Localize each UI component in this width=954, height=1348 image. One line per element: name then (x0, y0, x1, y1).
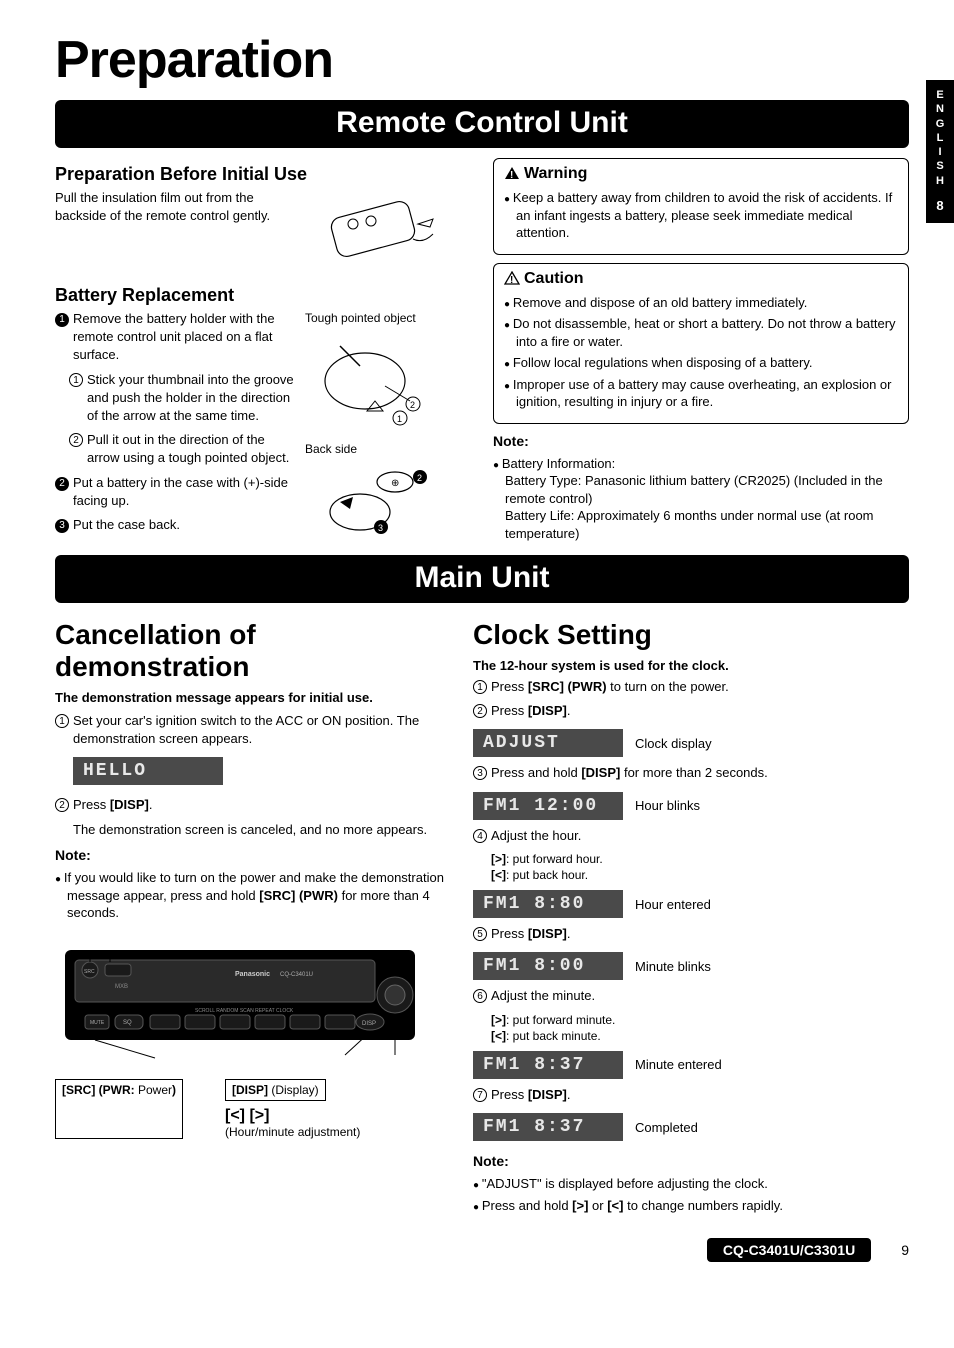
clock-fwd-hour: [>]: put forward hour. (473, 851, 909, 867)
svg-text:SQ: SQ (123, 1020, 132, 1026)
language-letters: ENGLISH (926, 88, 954, 188)
lcd-800: FM1 8:00 (473, 952, 623, 980)
svg-text:MUTE: MUTE (90, 1020, 105, 1026)
cancel-lead: The demonstration message appears for in… (55, 689, 455, 707)
label-hour-blinks: Hour blinks (635, 798, 700, 813)
clock-step-2: 2Press [DISP]. (473, 702, 909, 720)
remote-illustration (281, 189, 475, 279)
battery-step-1: 1Remove the battery holder with the remo… (55, 310, 295, 365)
lcd-hello: HELLO (73, 757, 223, 785)
callout-arrows-sub: (Hour/minute adjustment) (225, 1125, 360, 1139)
clock-lead: The 12-hour system is used for the clock… (473, 657, 909, 675)
clock-back-min: [<]: put back minute. (473, 1028, 909, 1044)
clock-step-1: 1Press [SRC] (PWR) to turn on the power. (473, 678, 909, 696)
label-tough-object: Tough pointed object (305, 310, 475, 326)
svg-text:2: 2 (410, 400, 415, 410)
callout-src: [SRC] (PWR: Power) (55, 1079, 183, 1139)
callout-arrows: [<] [>] (225, 1107, 360, 1125)
section-band-remote: Remote Control Unit (55, 100, 909, 148)
svg-text:SCROLL RANDOM SCAN REP: SCROLL RANDOM SCAN REPEAT CLOCK (195, 1008, 294, 1014)
clock-step-4: 4Adjust the hour. (473, 827, 909, 845)
svg-text:1: 1 (397, 414, 402, 424)
clock-note-heading: Note: (473, 1152, 909, 1171)
caution-item: Follow local regulations when disposing … (504, 354, 898, 372)
battery-step-1a: 1Stick your thumbnail into the groove an… (55, 371, 295, 426)
label-minute-blinks: Minute blinks (635, 959, 711, 974)
cancel-heading: Cancellation of demonstration (55, 619, 455, 683)
caution-title: ! Caution (504, 270, 898, 290)
cancel-note-text: If you would like to turn on the power a… (55, 869, 455, 922)
prep-text: Pull the insulation film out from the ba… (55, 189, 275, 279)
clock-step-6: 6Adjust the minute. (473, 987, 909, 1005)
clock-fwd-min: [>]: put forward minute. (473, 1012, 909, 1028)
cancel-step-2-text: The demonstration screen is canceled, an… (55, 821, 455, 839)
clock-note-1: "ADJUST" is displayed before adjusting t… (473, 1175, 909, 1193)
cancel-step-1: 1Set your car's ignition switch to the A… (55, 712, 455, 748)
label-hour-entered: Hour entered (635, 897, 711, 912)
cancel-step-2: 2Press [DISP]. (55, 796, 455, 814)
lcd-837b: FM1 8:37 (473, 1113, 623, 1141)
clock-step-3: 3Press and hold [DISP] for more than 2 s… (473, 764, 909, 782)
battery-step-3: 3Put the case back. (55, 516, 295, 534)
battery-step-2: 2Put a battery in the case with (+)-side… (55, 474, 295, 510)
language-tab: ENGLISH 8 (926, 80, 954, 223)
model-number: CQ-C3401U/C3301U (707, 1238, 871, 1262)
lcd-adjust: ADJUST (473, 729, 623, 757)
svg-text:!: ! (510, 170, 513, 180)
caution-icon: ! (504, 271, 520, 290)
svg-text:SRC: SRC (84, 969, 95, 975)
caution-item: Do not disassemble, heat or short a batt… (504, 315, 898, 350)
svg-text:2: 2 (417, 473, 422, 483)
caution-item: Improper use of a battery may cause over… (504, 376, 898, 411)
unit-brand-text: Panasonic (235, 971, 270, 978)
clock-back-hour: [<]: put back hour. (473, 867, 909, 883)
page-number: 9 (901, 1242, 909, 1258)
svg-text:3: 3 (378, 523, 383, 533)
section-band-main: Main Unit (55, 555, 909, 603)
caution-box: ! Caution Remove and dispose of an old b… (493, 263, 909, 424)
battery-heading: Battery Replacement (55, 285, 475, 306)
svg-text:!: ! (510, 275, 513, 285)
clock-note-2: Press and hold [>] or [<] to change numb… (473, 1197, 909, 1215)
svg-text:⊕: ⊕ (391, 478, 399, 489)
warning-box: ! Warning Keep a battery away from child… (493, 158, 909, 255)
svg-text:DISP: DISP (362, 1021, 376, 1027)
battery-step-1b: 2Pull it out in the direction of the arr… (55, 431, 295, 467)
battery-illustrations: Tough pointed object 2 1 Back side (305, 310, 475, 542)
clock-heading: Clock Setting (473, 619, 909, 651)
page-title: Preparation (55, 30, 909, 90)
lcd-837a: FM1 8:37 (473, 1051, 623, 1079)
remote-note-heading: Note: (493, 432, 909, 451)
callout-disp: [DISP] (Display) (225, 1079, 326, 1101)
warning-icon: ! (504, 166, 520, 185)
warning-title: ! Warning (504, 165, 898, 185)
head-unit-illustration: Panasonic CQ-C3401U SRC (55, 940, 455, 1139)
label-clock-display: Clock display (635, 736, 712, 751)
label-minute-entered: Minute entered (635, 1057, 722, 1072)
label-completed: Completed (635, 1120, 698, 1135)
unit-model-text: CQ-C3401U (280, 972, 313, 978)
tab-page-number: 8 (926, 198, 954, 215)
prep-heading: Preparation Before Initial Use (55, 164, 475, 185)
lcd-1200: FM1 12:00 (473, 792, 623, 820)
remote-note-lead: Battery Information: Battery Type: Panas… (493, 455, 909, 543)
label-back-side: Back side (305, 441, 475, 457)
svg-text:MXB: MXB (115, 984, 128, 990)
clock-step-7: 7Press [DISP]. (473, 1086, 909, 1104)
cancel-note-heading: Note: (55, 846, 455, 865)
lcd-880: FM1 8:80 (473, 890, 623, 918)
caution-item: Remove and dispose of an old battery imm… (504, 294, 898, 312)
clock-step-5: 5Press [DISP]. (473, 925, 909, 943)
warning-text: Keep a battery away from children to avo… (504, 189, 898, 242)
